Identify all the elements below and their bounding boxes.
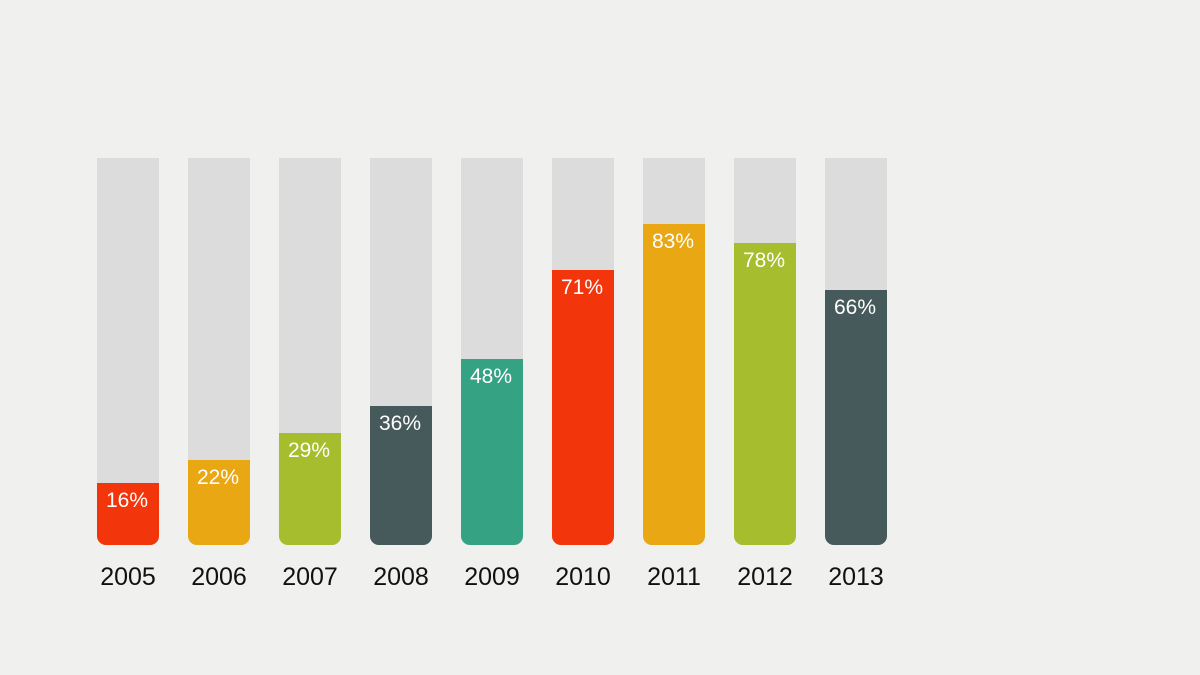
- bar-value-label: 83%: [652, 229, 695, 253]
- bar-fill: 83%: [643, 223, 705, 545]
- bar-track: [97, 158, 159, 545]
- bar-year-label: 2011: [647, 563, 701, 591]
- bar-year-label: 2007: [282, 563, 338, 591]
- bar-fill: 36%: [370, 405, 432, 545]
- bar: 66% 2013: [825, 158, 887, 591]
- bar: 71% 2010: [552, 158, 614, 591]
- bar-fill: 22%: [188, 459, 250, 545]
- bar-value-label: 71%: [561, 276, 604, 300]
- bar-value-label: 29%: [288, 438, 331, 462]
- bar-value-label: 48%: [470, 365, 513, 389]
- bar-year-label: 2010: [555, 563, 611, 591]
- bar-fill: 78%: [734, 243, 796, 545]
- bar: 22% 2006: [188, 158, 250, 591]
- bar: 16% 2005: [97, 158, 159, 591]
- bar-fill: 16%: [97, 483, 159, 545]
- bar-year-label: 2006: [191, 563, 247, 591]
- bar-year-label: 2013: [828, 563, 884, 591]
- bar: 48% 2009: [461, 158, 523, 591]
- bar-value-label: 22%: [197, 465, 240, 489]
- bar-value-label: 16%: [106, 489, 149, 513]
- bar-fill: 48%: [461, 359, 523, 545]
- bar: 36% 2008: [370, 158, 432, 591]
- bar-year-label: 2009: [464, 563, 520, 591]
- bar-year-label: 2012: [737, 563, 793, 591]
- bar-fill: 29%: [279, 432, 341, 545]
- bar-value-label: 78%: [743, 249, 786, 273]
- bar-value-label: 66%: [834, 295, 877, 319]
- bar: 29% 2007: [279, 158, 341, 591]
- bar-value-label: 36%: [379, 411, 422, 435]
- bar-chart: 16% 2005 22% 2006 29% 2007 36% 2008 48% …: [97, 158, 887, 591]
- bar: 78% 2012: [734, 158, 796, 591]
- bar-fill: 71%: [552, 270, 614, 545]
- bars: 16% 2005 22% 2006 29% 2007 36% 2008 48% …: [97, 158, 887, 591]
- bar-year-label: 2008: [373, 563, 429, 591]
- bar-year-label: 2005: [100, 563, 156, 591]
- bar: 83% 2011: [643, 158, 705, 591]
- bar-fill: 66%: [825, 289, 887, 545]
